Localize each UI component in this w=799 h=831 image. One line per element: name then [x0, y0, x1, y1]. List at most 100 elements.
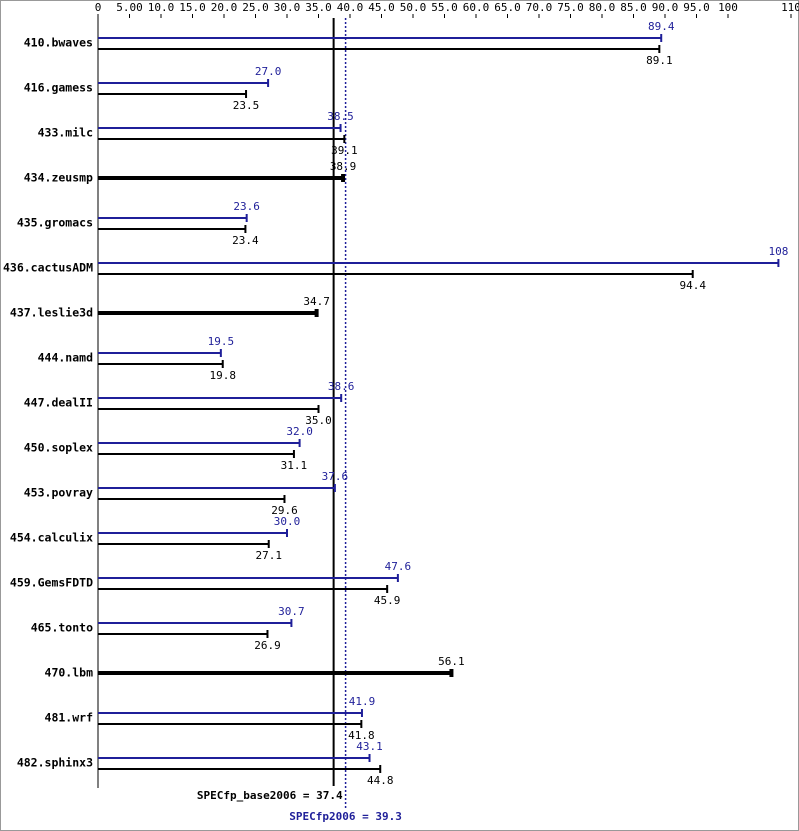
- value-label: 44.8: [367, 774, 394, 787]
- x-tick-label: 50.0: [400, 1, 427, 14]
- x-tick-label: 75.0: [557, 1, 584, 14]
- value-label: 56.1: [438, 655, 465, 668]
- value-label: 47.6: [385, 560, 412, 573]
- x-tick-label: 70.0: [526, 1, 553, 14]
- bar: [98, 360, 224, 368]
- bar: [98, 405, 320, 413]
- value-label: 23.5: [233, 99, 260, 112]
- x-tick-label: 60.0: [463, 1, 490, 14]
- x-tick-label: 35.0: [305, 1, 332, 14]
- x-tick-label: 25.0: [242, 1, 269, 14]
- value-label: 19.8: [209, 369, 236, 382]
- value-label: 38.6: [328, 380, 355, 393]
- category-label: 465.tonto: [31, 621, 93, 635]
- value-label: 23.4: [232, 234, 259, 247]
- bar: [98, 495, 286, 503]
- value-label: 32.0: [286, 425, 313, 438]
- value-label: 19.5: [208, 335, 235, 348]
- bar: [98, 765, 382, 773]
- category-label: 416.gamess: [24, 81, 93, 95]
- x-tick-label: 100: [718, 1, 738, 14]
- bar: [98, 45, 661, 53]
- reference-label: SPECfp_base2006 = 37.4: [197, 789, 343, 802]
- x-tick-label: 45.0: [368, 1, 395, 14]
- bar: [98, 225, 247, 233]
- bar: [98, 630, 269, 638]
- category-label: 459.GemsFDTD: [10, 576, 93, 590]
- x-tick-label: 30.0: [274, 1, 301, 14]
- x-tick-label: 40.0: [337, 1, 364, 14]
- value-label: 43.1: [356, 740, 383, 753]
- bar: [98, 540, 270, 548]
- value-label: 45.9: [374, 594, 401, 607]
- bar: [98, 439, 301, 447]
- bar: [98, 529, 288, 537]
- bar: [98, 79, 270, 87]
- bar: [98, 90, 248, 98]
- value-label: 35.0: [305, 414, 332, 427]
- bar: [98, 309, 319, 317]
- bar: [98, 585, 389, 593]
- x-tick-label: 10.0: [148, 1, 175, 14]
- value-label: 23.6: [233, 200, 260, 213]
- value-label: 41.8: [348, 729, 375, 742]
- category-label: 481.wrf: [45, 711, 94, 725]
- value-label: 34.7: [303, 295, 330, 308]
- bar: [98, 709, 363, 717]
- bar: [98, 484, 336, 492]
- category-label: 433.milc: [38, 126, 93, 140]
- value-label: 39.1: [331, 144, 358, 157]
- bar: [98, 135, 346, 143]
- bar: [98, 259, 780, 267]
- bar: [98, 574, 399, 582]
- reference-label: SPECfp2006 = 39.3: [289, 810, 402, 823]
- bar: [98, 450, 295, 458]
- value-label: 94.4: [679, 279, 706, 292]
- bar: [98, 34, 663, 42]
- value-label: 27.1: [255, 549, 282, 562]
- category-label: 435.gromacs: [17, 216, 93, 230]
- x-tick-label: 5.00: [116, 1, 143, 14]
- category-label: 444.namd: [38, 351, 93, 365]
- value-label: 108: [768, 245, 788, 258]
- bar: [98, 669, 454, 677]
- x-tick-label: 85.0: [620, 1, 647, 14]
- value-label: 31.1: [281, 459, 308, 472]
- category-label: 482.sphinx3: [17, 756, 93, 770]
- category-label: 410.bwaves: [24, 36, 93, 50]
- category-label: 437.leslie3d: [10, 306, 93, 320]
- x-tick-label: 110: [781, 1, 799, 14]
- category-label: 453.povray: [24, 486, 93, 500]
- value-label: 30.7: [278, 605, 305, 618]
- x-tick-label: 55.0: [431, 1, 458, 14]
- x-tick-label: 80.0: [589, 1, 616, 14]
- value-label: 29.6: [271, 504, 298, 517]
- value-label: 38.9: [330, 160, 357, 173]
- bar: [98, 349, 222, 357]
- x-tick-label: 0: [95, 1, 102, 14]
- bar: [98, 124, 342, 132]
- bar: [98, 619, 293, 627]
- x-tick-label: 65.0: [494, 1, 521, 14]
- value-label: 27.0: [255, 65, 282, 78]
- value-label: 41.9: [349, 695, 376, 708]
- x-tick-label: 20.0: [211, 1, 238, 14]
- category-label: 436.cactusADM: [3, 261, 93, 275]
- bar: [98, 754, 371, 762]
- x-tick-label: 95.0: [683, 1, 710, 14]
- bar: [98, 214, 248, 222]
- x-tick-label: 15.0: [179, 1, 206, 14]
- bar: [98, 270, 694, 278]
- value-label: 89.1: [646, 54, 673, 67]
- value-label: 37.6: [322, 470, 349, 483]
- value-label: 38.5: [327, 110, 354, 123]
- category-label: 434.zeusmp: [24, 171, 93, 185]
- value-label: 89.4: [648, 20, 675, 33]
- bar: [98, 394, 343, 402]
- x-tick-label: 90.0: [652, 1, 679, 14]
- category-label: 450.soplex: [24, 441, 93, 455]
- bar: [98, 174, 346, 182]
